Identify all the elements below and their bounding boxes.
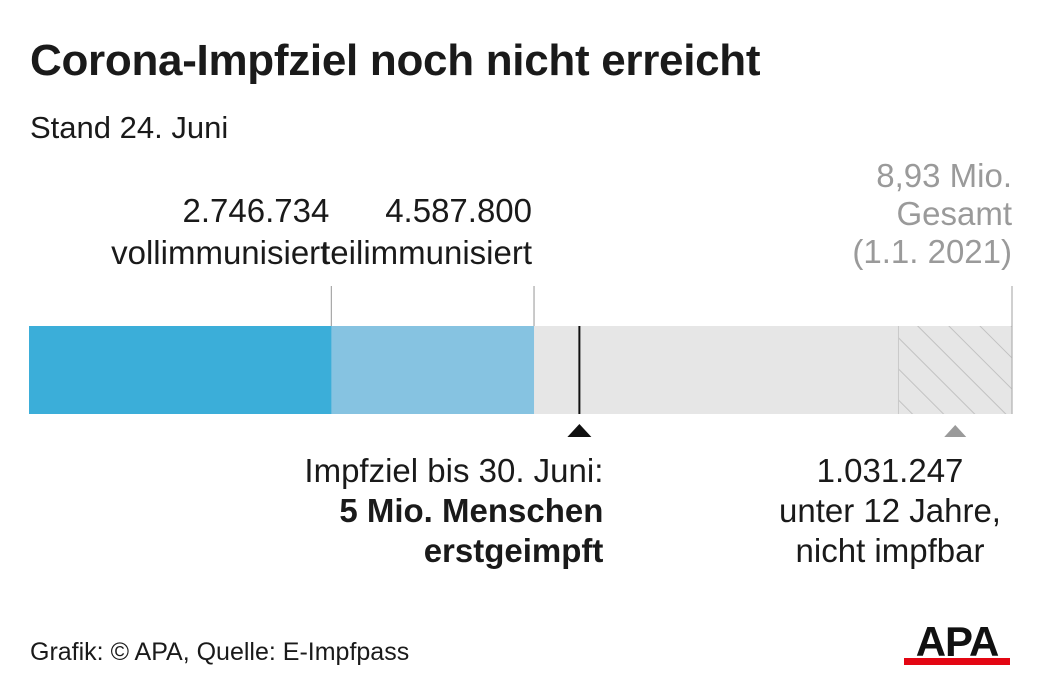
apa-logo-bar [904,658,1010,665]
segment-value-label-teilimmunisiert: 4.587.800 [385,192,532,229]
bar-segment-under-12 [898,326,1012,414]
bar-segment-vollimmunisiert [29,326,332,414]
under-12-marker-triangle [944,425,967,437]
target-label-line-2: 5 Mio. Menschen [339,492,603,529]
total-label-line-1: 8,93 Mio. [876,157,1012,194]
apa-logo-text: APA [915,618,1000,665]
total-label-line-3: (1.1. 2021) [852,233,1012,270]
target-label-line-3: erstgeimpft [424,532,604,569]
under-12-label-line-1: 1.031.247 [817,452,964,489]
segment-name-label-teilimmunisiert: teilimmunisiert [321,234,532,271]
total-label-line-2: Gesamt [896,195,1012,232]
target-marker-triangle [567,424,592,437]
target-label-line-1: Impfziel bis 30. Juni: [304,452,603,489]
source-credit: Grafik: © APA, Quelle: E-Impfpass [30,638,410,666]
under-12-label-line-2: unter 12 Jahre, [779,492,1001,529]
chart-subtitle: Stand 24. Juni [30,110,229,145]
chart-title: Corona-Impfziel noch nicht erreicht [30,36,761,85]
under-12-label-line-3: nicht impfbar [796,532,985,569]
segment-value-label-vollimmunisiert: 2.746.734 [183,192,330,229]
apa-logo: APA [902,618,1012,666]
segment-name-label-vollimmunisiert: vollimmunisiert [111,234,329,271]
stacked-bar-chart: 2.746.734 vollimmunisiert 4.587.800 teilimm… [29,157,1013,569]
